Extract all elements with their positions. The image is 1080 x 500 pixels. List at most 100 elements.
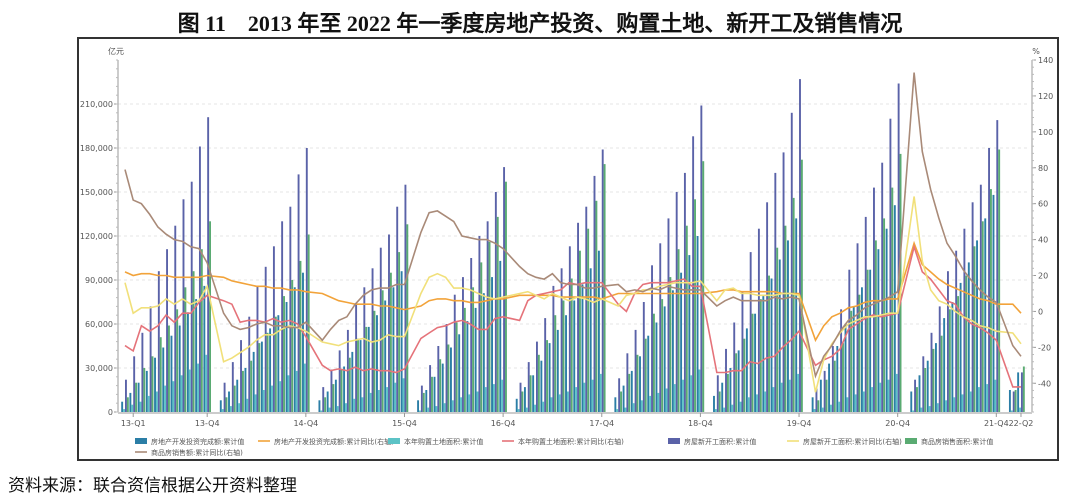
bar-start [601, 149, 604, 412]
bar-sales [743, 338, 746, 412]
bar-start [494, 192, 497, 412]
bar-inv [984, 218, 987, 412]
bar-sales [250, 360, 253, 412]
bar-sales [357, 338, 359, 412]
legend-item-inv: 房地产开发投资完成额:累计值 [135, 437, 244, 446]
bar-sales [439, 359, 442, 412]
bar-sales [652, 313, 655, 412]
bar-start [675, 192, 678, 412]
right-tick-label: -20 [1038, 343, 1051, 352]
bar-inv [334, 379, 337, 412]
bar-land [221, 409, 224, 412]
bar-land [377, 390, 380, 412]
bar-land [123, 409, 125, 412]
bar-sales [151, 356, 154, 412]
x-tick-label: 13-Q1 [121, 419, 146, 428]
bar-start [799, 79, 801, 412]
bar-inv [581, 284, 584, 412]
bar-land [468, 394, 471, 412]
bar-start [420, 385, 423, 412]
left-tick-label: 180,000 [80, 144, 113, 153]
bar-start [503, 167, 506, 412]
bar-sales [447, 344, 450, 412]
bar-land [328, 407, 331, 412]
bar-start [281, 221, 284, 412]
legend-swatch [668, 438, 680, 444]
bar-start [404, 184, 407, 412]
bar-start [831, 346, 834, 412]
bar-sales [661, 299, 664, 412]
bar-land [936, 403, 939, 412]
bar-sales [842, 343, 844, 412]
bar-start [659, 243, 662, 412]
bar-start [429, 365, 432, 412]
bar-start [667, 218, 670, 412]
bar-sales [143, 368, 146, 412]
bar-inv [943, 318, 946, 412]
bar-sales [324, 397, 327, 412]
bar-sales [981, 221, 984, 412]
bar-start [692, 136, 695, 413]
bar-sales [850, 310, 853, 412]
bar-start [355, 303, 358, 412]
bar-sales [373, 310, 376, 412]
bar-sales [833, 360, 836, 412]
bar-land [961, 394, 964, 412]
bar-land [188, 369, 191, 412]
bar-inv [869, 269, 872, 412]
bar-sales [348, 357, 351, 412]
bar-start [683, 172, 686, 412]
bar-inv [811, 397, 814, 412]
line-inv_yoy [124, 240, 1022, 343]
bar-inv [499, 260, 502, 412]
bar-land [673, 384, 676, 412]
bar-start [527, 362, 530, 412]
bar-inv [622, 385, 625, 412]
bar-start [560, 268, 563, 412]
bar-land [1010, 410, 1013, 412]
bar-inv [787, 240, 789, 412]
bar-start [996, 120, 999, 412]
bar-inv [170, 335, 173, 412]
bar-sales [620, 391, 622, 412]
bar-start [897, 83, 900, 412]
bar-sales [677, 249, 680, 412]
bar-inv [737, 350, 740, 412]
bar-land [427, 407, 430, 412]
right-tick-label: 40 [1038, 236, 1048, 245]
bar-sales [562, 300, 565, 412]
bar-land [871, 387, 874, 412]
bar-inv [844, 324, 847, 412]
bar-land [271, 385, 273, 412]
bar-start [453, 294, 456, 412]
bar-inv [474, 307, 477, 412]
bar-start [289, 206, 292, 412]
bar-sales [998, 149, 1001, 412]
bar-start [642, 302, 645, 412]
bar-inv [721, 382, 724, 412]
bar-land [928, 406, 931, 412]
bar-land [788, 379, 791, 412]
bar-land [887, 379, 890, 412]
bar-start [388, 234, 390, 412]
bar-sales [274, 316, 277, 412]
bar-inv [713, 395, 715, 412]
bar-sales [948, 309, 951, 412]
legend-item-start_yoy: 房屋新开工面积:累计同比(右轴) [787, 437, 902, 446]
bar-start [478, 236, 481, 412]
bar-land [920, 407, 923, 412]
bar-start [536, 341, 538, 412]
bar-land [723, 407, 726, 412]
bar-inv [482, 293, 485, 412]
bar-start [963, 228, 966, 412]
right-tick-label: 140 [1038, 56, 1053, 65]
bar-inv [154, 357, 156, 412]
bar-start [149, 306, 152, 412]
bar-inv [400, 271, 403, 412]
bar-sales [340, 369, 343, 412]
bar-inv [450, 347, 452, 412]
bar-sales [431, 376, 433, 412]
bar-sales [776, 247, 779, 412]
bar-land [386, 387, 389, 412]
bar-inv [252, 351, 255, 412]
